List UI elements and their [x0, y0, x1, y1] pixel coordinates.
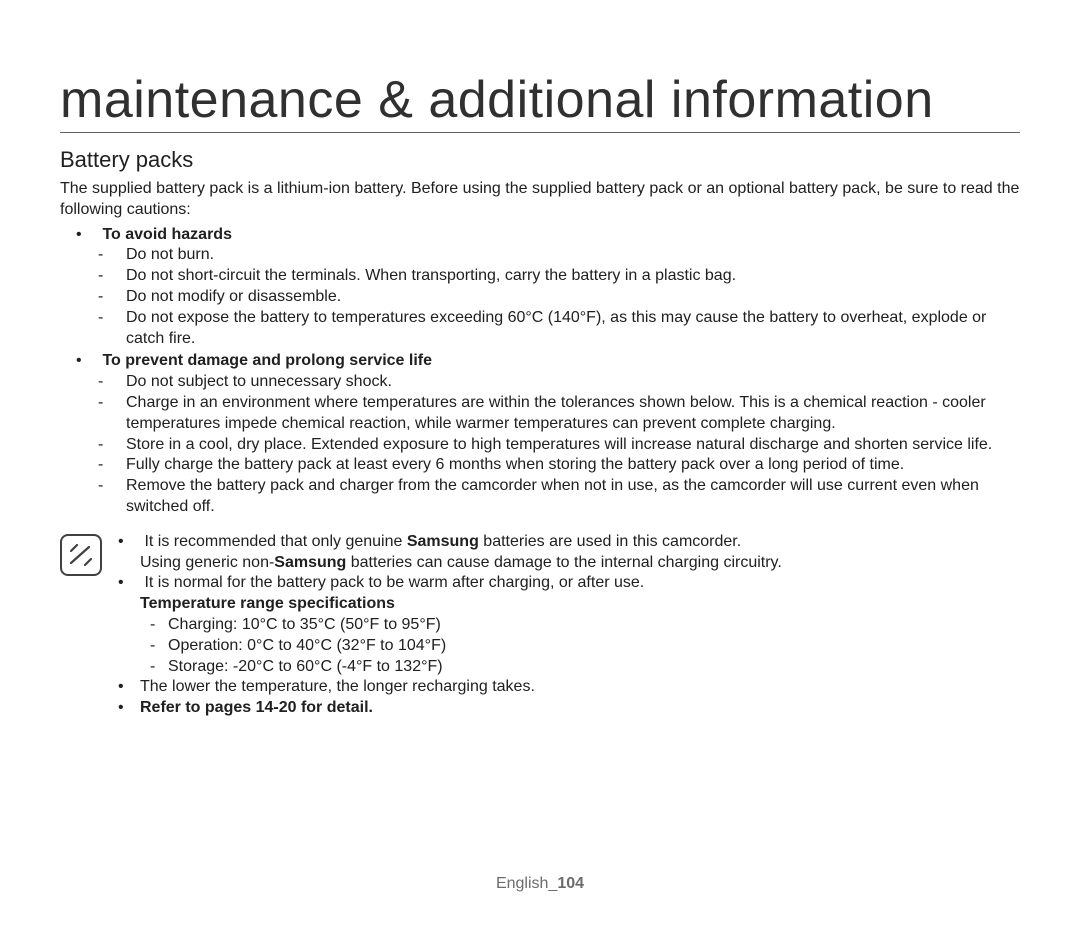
list-item: Store in a cool, dry place. Extended exp…	[126, 435, 1020, 456]
list-item: Do not short-circuit the terminals. When…	[126, 266, 1020, 287]
note-line: It is recommended that only genuine Sams…	[118, 532, 1020, 574]
list-item: Do not burn.	[126, 245, 1020, 266]
caution-list: To avoid hazards Do not burn. Do not sho…	[60, 225, 1020, 518]
prevent-item: To prevent damage and prolong service li…	[98, 351, 1020, 517]
list-item: Charging: 10°C to 35°C (50°F to 95°F)	[168, 615, 1020, 636]
prevent-heading: To prevent damage and prolong service li…	[102, 352, 432, 369]
note-refer: Refer to pages 14-20 for detail.	[118, 698, 1020, 719]
note-block: It is recommended that only genuine Sams…	[60, 532, 1020, 719]
list-item: Operation: 0°C to 40°C (32°F to 104°F)	[168, 636, 1020, 657]
temp-sublist: Charging: 10°C to 35°C (50°F to 95°F) Op…	[140, 615, 1020, 677]
list-item: Do not subject to unnecessary shock.	[126, 372, 1020, 393]
list-item: Storage: -20°C to 60°C (-4°F to 132°F)	[168, 657, 1020, 678]
list-item: Do not modify or disassemble.	[126, 287, 1020, 308]
note-line: The lower the temperature, the longer re…	[118, 677, 1020, 698]
hazards-heading: To avoid hazards	[102, 226, 232, 243]
page-title: maintenance & additional information	[60, 70, 1020, 133]
note-list: It is recommended that only genuine Sams…	[118, 532, 1020, 719]
list-item: Fully charge the battery pack at least e…	[126, 455, 1020, 476]
intro-paragraph: The supplied battery pack is a lithium-i…	[60, 179, 1020, 221]
prevent-sublist: Do not subject to unnecessary shock. Cha…	[98, 372, 1020, 518]
list-item: Do not expose the battery to temperature…	[126, 308, 1020, 350]
list-item: Remove the battery pack and charger from…	[126, 476, 1020, 518]
page-footer: English_104	[0, 875, 1080, 893]
list-item: Charge in an environment where temperatu…	[126, 393, 1020, 435]
section-heading-battery: Battery packs	[60, 147, 1020, 173]
hazards-item: To avoid hazards Do not burn. Do not sho…	[98, 225, 1020, 350]
temp-heading: Temperature range specifications	[140, 595, 395, 612]
note-line: It is normal for the battery pack to be …	[118, 573, 1020, 677]
hazards-sublist: Do not burn. Do not short-circuit the te…	[98, 245, 1020, 349]
footer-language: English	[496, 875, 548, 892]
footer-page-number: 104	[557, 875, 584, 892]
note-icon	[60, 534, 102, 576]
